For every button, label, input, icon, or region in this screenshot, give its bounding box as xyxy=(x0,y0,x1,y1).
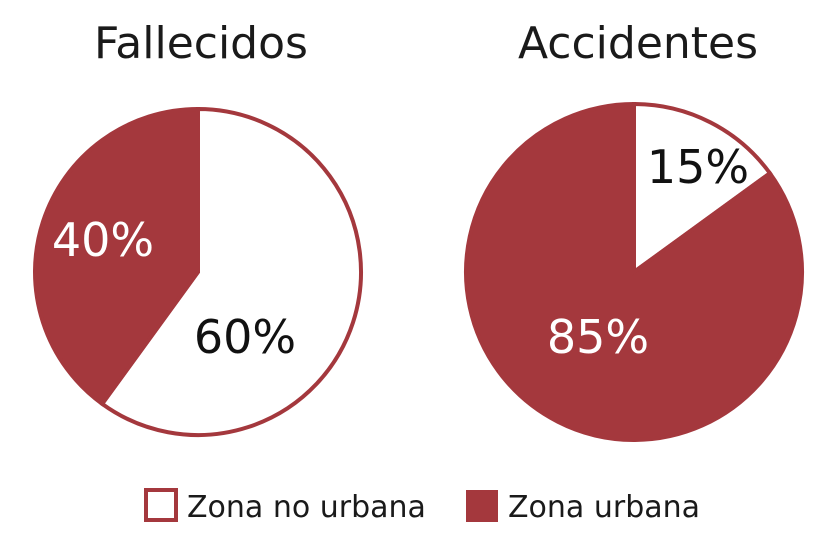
slice-fallecidos-urbana xyxy=(33,106,200,407)
pie-title-accidentes: Accidentes xyxy=(518,18,758,69)
slice-label-accidentes-urbana: 85% xyxy=(547,310,649,364)
legend: Zona no urbana Zona urbana xyxy=(144,488,700,525)
slice-fallecidos-no-urbana xyxy=(99,106,363,437)
slice-accidentes-urbana xyxy=(464,101,804,442)
slice-label-fallecidos-urbana: 40% xyxy=(52,213,154,267)
legend-label-no-urbana: Zona no urbana xyxy=(187,490,426,525)
pie-fallecidos: Fallecidos 60% 40% xyxy=(33,18,363,437)
slice-label-fallecidos-no-urbana: 60% xyxy=(194,310,296,364)
legend-label-urbana: Zona urbana xyxy=(508,490,700,525)
legend-swatch-no-urbana xyxy=(144,488,178,522)
pie-title-fallecidos: Fallecidos xyxy=(94,18,308,69)
pie-accidentes: Accidentes 15% 85% xyxy=(464,18,804,442)
slice-accidentes-no-urbana xyxy=(632,101,773,276)
slice-label-accidentes-no-urbana: 15% xyxy=(647,140,749,194)
legend-swatch-urbana xyxy=(466,490,498,522)
